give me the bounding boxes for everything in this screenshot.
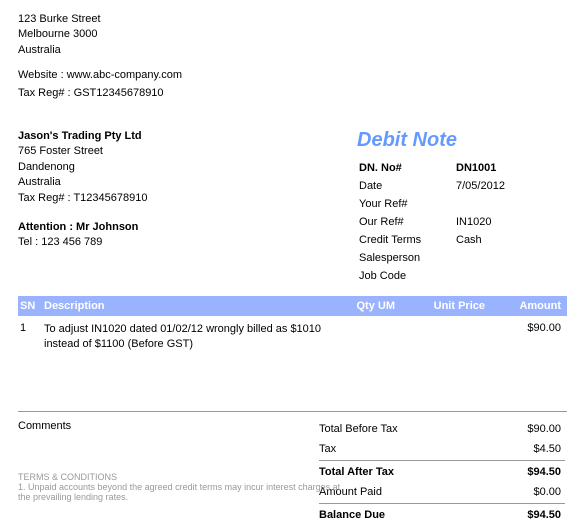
recipient-street: 765 Foster Street — [18, 144, 357, 159]
meta-value — [456, 268, 565, 284]
tax-label: Tax — [319, 440, 483, 458]
doc-meta-table: DN. No#DN1001 Date7/05/2012 Your Ref# Ou… — [357, 158, 567, 286]
line-sn: 1 — [20, 322, 44, 353]
total-before-tax-label: Total Before Tax — [319, 420, 483, 438]
recipient-suburb: Dandenong — [18, 160, 357, 175]
main-info-row: Jason's Trading Pty Ltd 765 Foster Stree… — [18, 129, 567, 286]
line-unit-price — [395, 322, 485, 353]
sender-street: 123 Burke Street — [18, 12, 567, 27]
meta-label: Your Ref# — [359, 196, 454, 212]
total-before-tax-value: $90.00 — [485, 420, 565, 438]
meta-value: Cash — [456, 232, 565, 248]
meta-label: Credit Terms — [359, 232, 454, 248]
col-header-description: Description — [44, 300, 339, 312]
sender-country: Australia — [18, 43, 567, 58]
recipient-taxreg: Tax Reg# : T12345678910 — [18, 191, 357, 206]
recipient-name: Jason's Trading Pty Ltd — [18, 129, 357, 144]
col-header-qty: Qty UM — [339, 300, 395, 312]
col-header-amount: Amount — [485, 300, 565, 312]
meta-value: 7/05/2012 — [456, 178, 565, 194]
terms-block: TERMS & CONDITIONS 1. Unpaid accounts be… — [18, 472, 348, 502]
recipient-attention: Attention : Mr Johnson — [18, 220, 357, 235]
meta-label: DN. No# — [359, 160, 454, 176]
meta-label: Date — [359, 178, 454, 194]
meta-value: IN1020 — [456, 214, 565, 230]
terms-line: 1. Unpaid accounts beyond the agreed cre… — [18, 482, 348, 502]
table-header: SN Description Qty UM Unit Price Amount — [18, 296, 567, 316]
col-header-unit-price: Unit Price — [395, 300, 485, 312]
totals-table: Total Before Tax$90.00 Tax$4.50 Total Af… — [317, 418, 567, 526]
balance-due-label: Balance Due — [319, 506, 483, 524]
meta-label: Our Ref# — [359, 214, 454, 230]
line-item-row: 1 To adjust IN1020 dated 01/02/12 wrongl… — [18, 316, 567, 359]
sender-website: Website : www.abc-company.com — [18, 68, 567, 83]
meta-value: DN1001 — [456, 160, 565, 176]
sender-taxreg: Tax Reg# : GST12345678910 — [18, 86, 567, 101]
sender-block: 123 Burke Street Melbourne 3000 Australi… — [18, 12, 567, 101]
recipient-tel: Tel : 123 456 789 — [18, 235, 357, 250]
col-header-sn: SN — [20, 300, 44, 312]
sender-city: Melbourne 3000 — [18, 27, 567, 42]
amount-paid-value: $0.00 — [485, 483, 565, 501]
meta-value — [456, 196, 565, 212]
line-amount: $90.00 — [485, 322, 565, 353]
recipient-country: Australia — [18, 175, 357, 190]
recipient-block: Jason's Trading Pty Ltd 765 Foster Stree… — [18, 129, 357, 286]
line-description: To adjust IN1020 dated 01/02/12 wrongly … — [44, 322, 339, 353]
tax-value: $4.50 — [485, 440, 565, 458]
meta-label: Job Code — [359, 268, 454, 284]
doc-meta-block: Debit Note DN. No#DN1001 Date7/05/2012 Y… — [357, 129, 567, 286]
line-qty — [339, 322, 395, 353]
balance-due-value: $94.50 — [485, 506, 565, 524]
meta-label: Salesperson — [359, 250, 454, 266]
doc-title: Debit Note — [357, 129, 567, 152]
total-after-tax-value: $94.50 — [485, 463, 565, 481]
terms-title: TERMS & CONDITIONS — [18, 472, 348, 482]
divider — [18, 411, 567, 412]
meta-value — [456, 250, 565, 266]
